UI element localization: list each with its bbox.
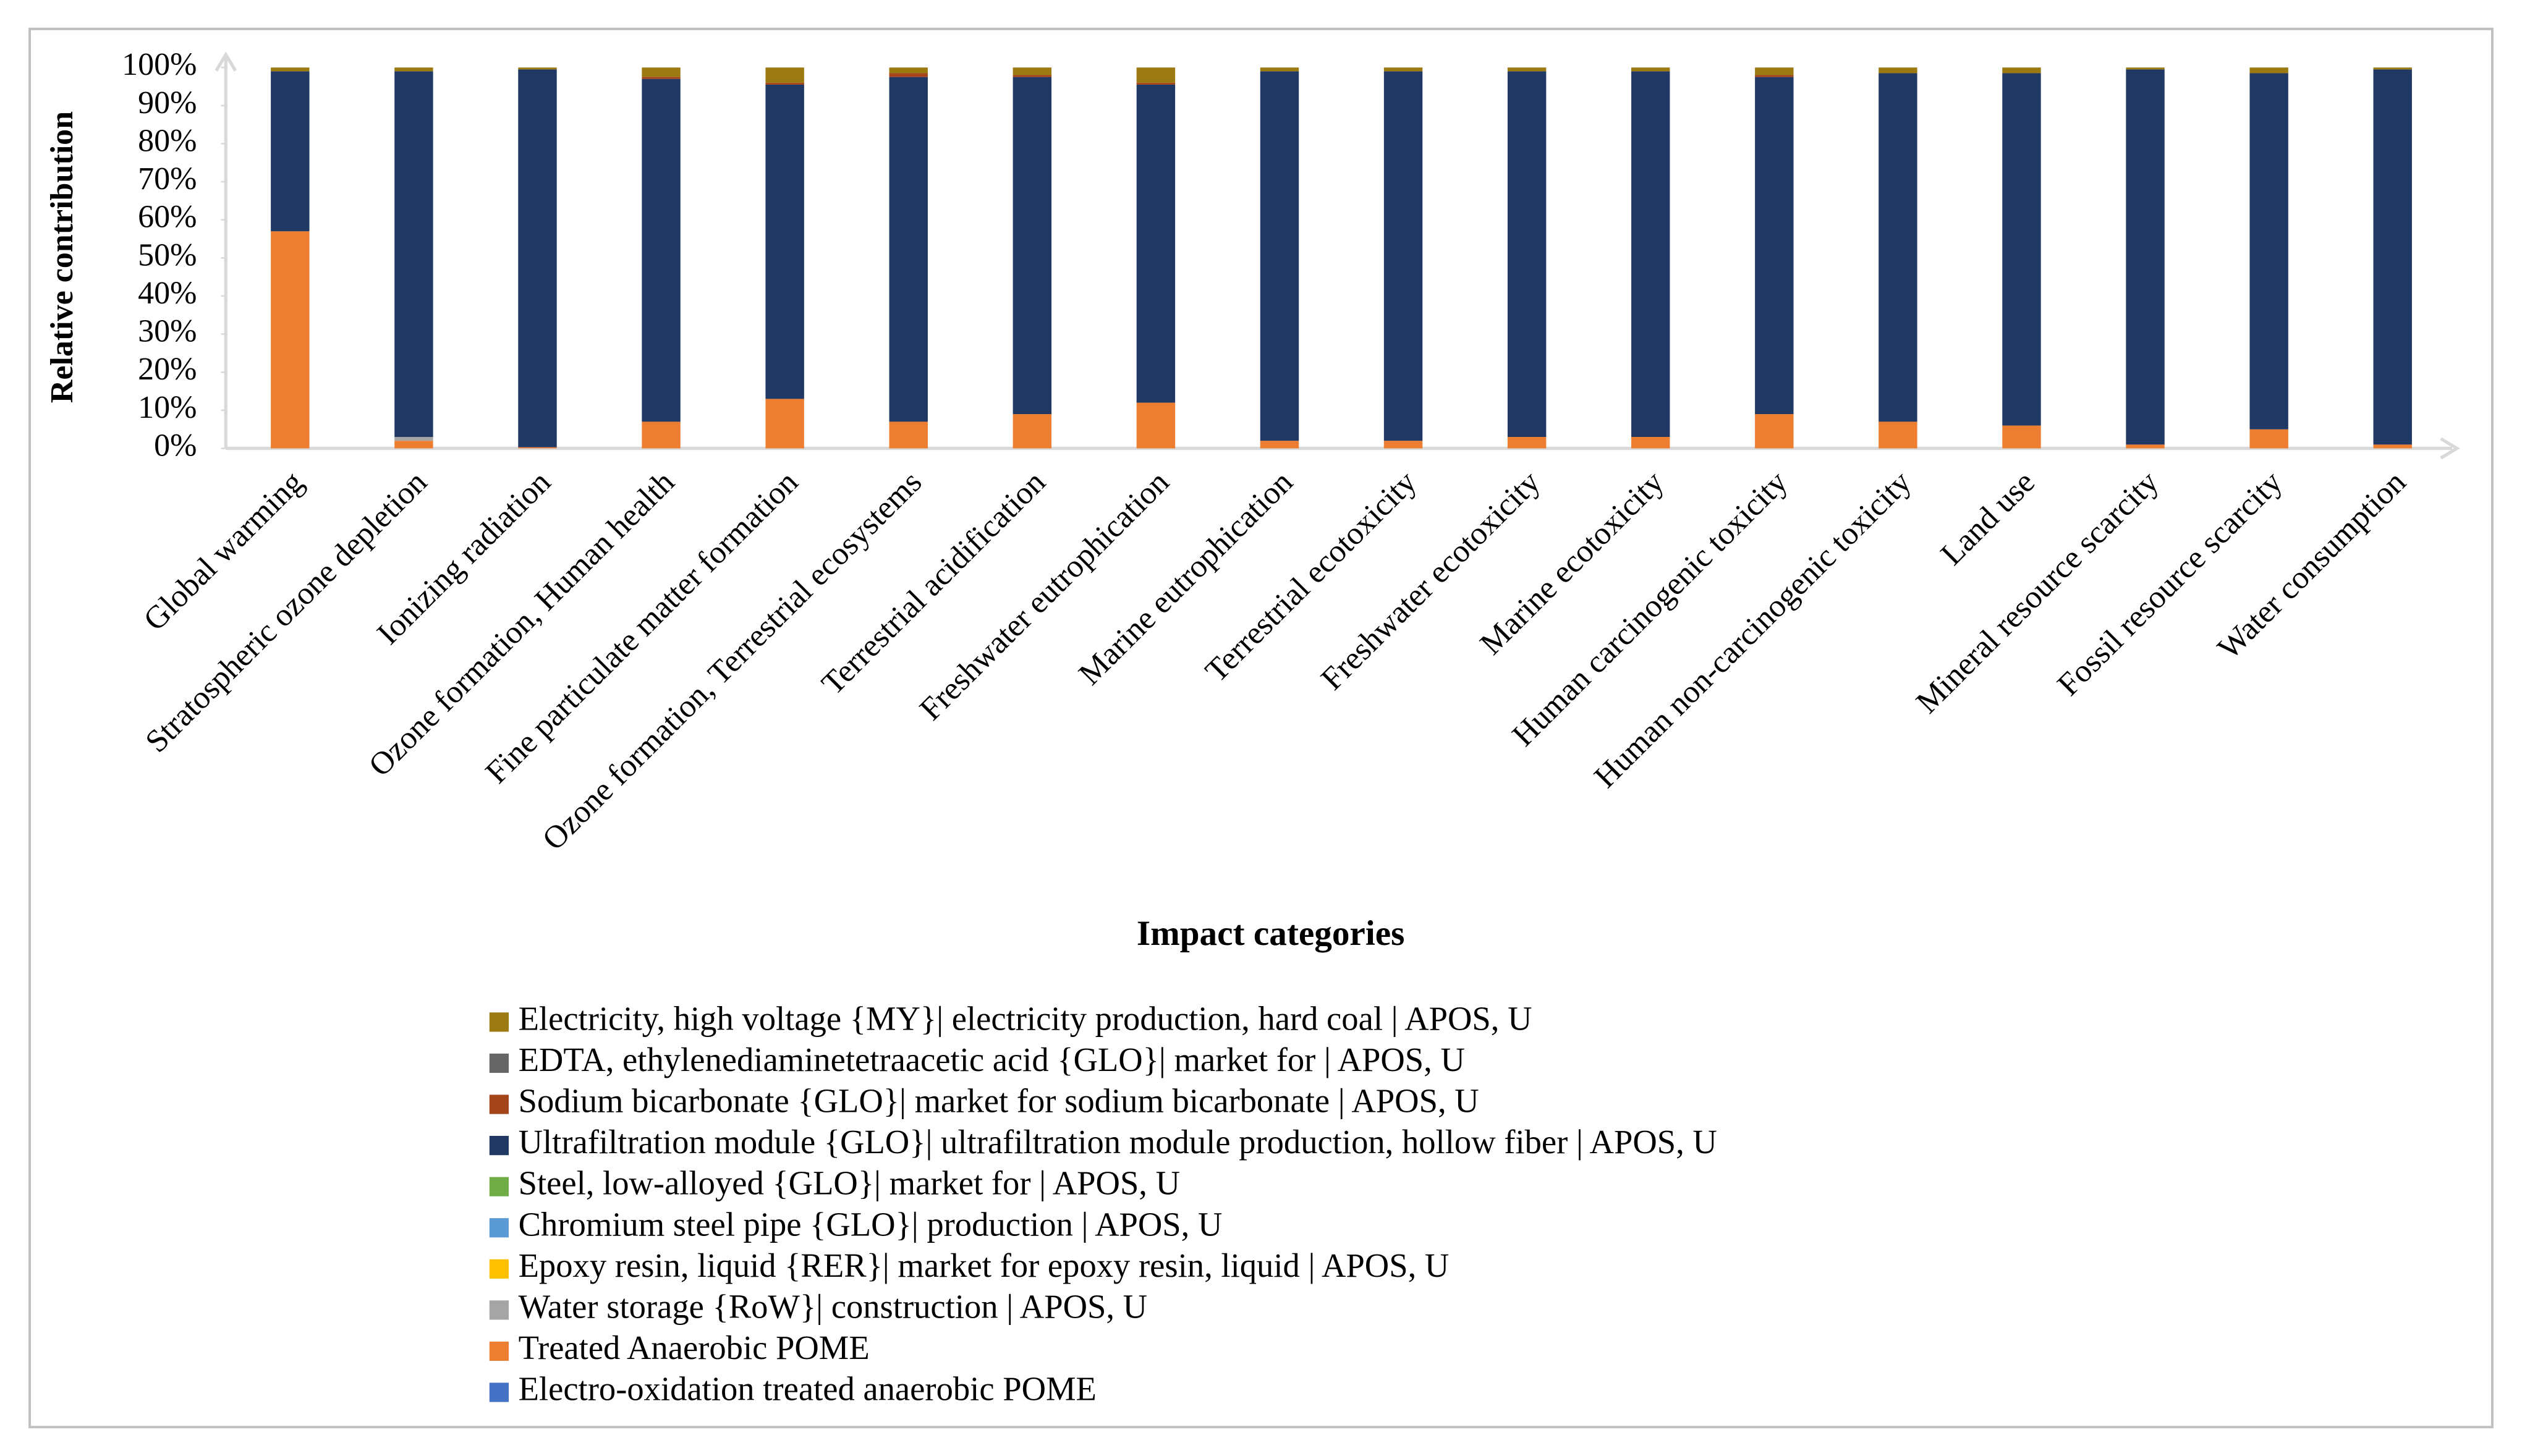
bar-segment <box>642 421 681 449</box>
x-axis-arrow <box>2440 437 2460 460</box>
bar-segment <box>642 67 681 77</box>
bar-segment <box>1879 421 1917 449</box>
legend-swatch <box>489 1177 509 1196</box>
y-tick-label: 0% <box>154 428 197 463</box>
bar-segment <box>1631 437 1670 449</box>
bar-segment <box>1013 414 1052 449</box>
bar-segment <box>1136 84 1176 403</box>
bar-segment <box>2373 67 2412 70</box>
bar-segment <box>394 437 433 441</box>
bar-segment <box>889 67 928 74</box>
legend-label: Treated Anaerobic POME <box>519 1329 870 1366</box>
bar-segment <box>271 67 310 72</box>
legend-swatch <box>489 1341 509 1361</box>
y-tick-label: 20% <box>138 352 197 387</box>
bar-segment <box>271 231 310 449</box>
y-tick-label: 100% <box>122 47 197 82</box>
bar-segment <box>1383 67 1423 72</box>
bar-segment <box>1631 67 1670 72</box>
bar-segment <box>1013 75 1052 77</box>
bar-segment <box>2126 69 2165 445</box>
bar-segment <box>2373 69 2412 445</box>
bar-segment <box>765 67 804 83</box>
y-tick-label: 10% <box>138 390 197 425</box>
legend-label: Sodium bicarbonate {GLO}| market for sod… <box>519 1082 1479 1120</box>
bar-segment <box>1013 77 1052 415</box>
bar-segment <box>518 69 557 447</box>
legend-label: Water storage {RoW}| construction | APOS… <box>519 1287 1148 1325</box>
y-tick-label: 90% <box>138 85 197 121</box>
bar-segment <box>889 421 928 449</box>
legend-swatch <box>489 1135 509 1156</box>
bar-segment <box>2002 67 2041 74</box>
bar-segment <box>1383 441 1423 449</box>
bar-segment <box>2126 67 2165 70</box>
bar-segment <box>1013 67 1052 75</box>
bar-segment <box>1879 67 1917 74</box>
legend-swatch <box>489 1053 509 1073</box>
bar-segment <box>889 77 928 422</box>
bar-segment <box>2373 444 2412 449</box>
y-tick-label: 70% <box>138 161 197 197</box>
bar-segment <box>394 441 433 449</box>
bar-segment <box>271 71 310 232</box>
bar-segment <box>1755 75 1794 77</box>
bar-segment <box>765 84 804 399</box>
bar-segment <box>1260 67 1299 72</box>
bar-segment <box>2002 425 2041 449</box>
y-axis-title: Relative contribution <box>45 111 80 403</box>
y-tick-label: 40% <box>138 276 197 311</box>
legend-swatch <box>489 1259 509 1279</box>
legend-label: Ultrafiltration module {GLO}| ultrafiltr… <box>519 1123 1717 1161</box>
legend-swatch <box>489 1094 509 1114</box>
bar-segment <box>1136 82 1176 85</box>
legend-label: EDTA, ethylenediaminetetraacetic acid {G… <box>519 1041 1465 1078</box>
bar-segment <box>1507 71 1547 438</box>
bar-segment <box>1260 441 1299 449</box>
bar-segment <box>2249 429 2288 449</box>
legend-label: Chromium steel pipe {GLO}| production | … <box>519 1205 1223 1243</box>
bar-segment <box>765 399 804 449</box>
bar-segment <box>2249 73 2288 430</box>
bar-segment <box>1136 67 1176 83</box>
legend-swatch <box>489 1382 509 1402</box>
bar-segment <box>1136 402 1176 449</box>
y-tick-label: 80% <box>138 123 197 158</box>
bar-segment <box>2002 73 2041 426</box>
bar-segment <box>642 77 681 79</box>
legend-label: Steel, low-alloyed {GLO}| market for | A… <box>519 1164 1180 1202</box>
bar-segment <box>2249 67 2288 74</box>
bar-segment <box>1383 71 1423 441</box>
legend-label: Epoxy resin, liquid {RER}| market for ep… <box>519 1246 1450 1284</box>
legend-swatch <box>489 1300 509 1320</box>
bar-segment <box>1755 67 1794 75</box>
bar-segment <box>394 71 433 438</box>
legend-label: Electro-oxidation treated anaerobic POME <box>519 1370 1097 1408</box>
legend-label: Electricity, high voltage {MY}| electric… <box>519 999 1532 1037</box>
y-tick-label: 50% <box>138 237 197 273</box>
y-tick-label: 60% <box>138 200 197 235</box>
bar-segment <box>642 78 681 422</box>
bar-segment <box>518 447 557 449</box>
bar-segment <box>1631 71 1670 438</box>
bar-segment <box>889 73 928 77</box>
bar-segment <box>1507 67 1547 72</box>
bar-segment <box>394 67 433 72</box>
x-axis-title: Impact categories <box>1137 914 1405 953</box>
legend-swatch <box>489 1218 509 1238</box>
bar-segment <box>1755 414 1794 449</box>
bar-segment <box>1260 71 1299 441</box>
y-tick-label: 30% <box>138 314 197 349</box>
bar-segment <box>2126 444 2165 449</box>
bar-segment <box>1755 77 1794 415</box>
bar-segment <box>765 82 804 85</box>
bar-segment <box>1879 73 1917 422</box>
bar-segment <box>1507 437 1547 449</box>
legend-swatch <box>489 1012 509 1032</box>
y-axis-arrow <box>214 51 237 72</box>
bar-segment <box>518 67 557 70</box>
